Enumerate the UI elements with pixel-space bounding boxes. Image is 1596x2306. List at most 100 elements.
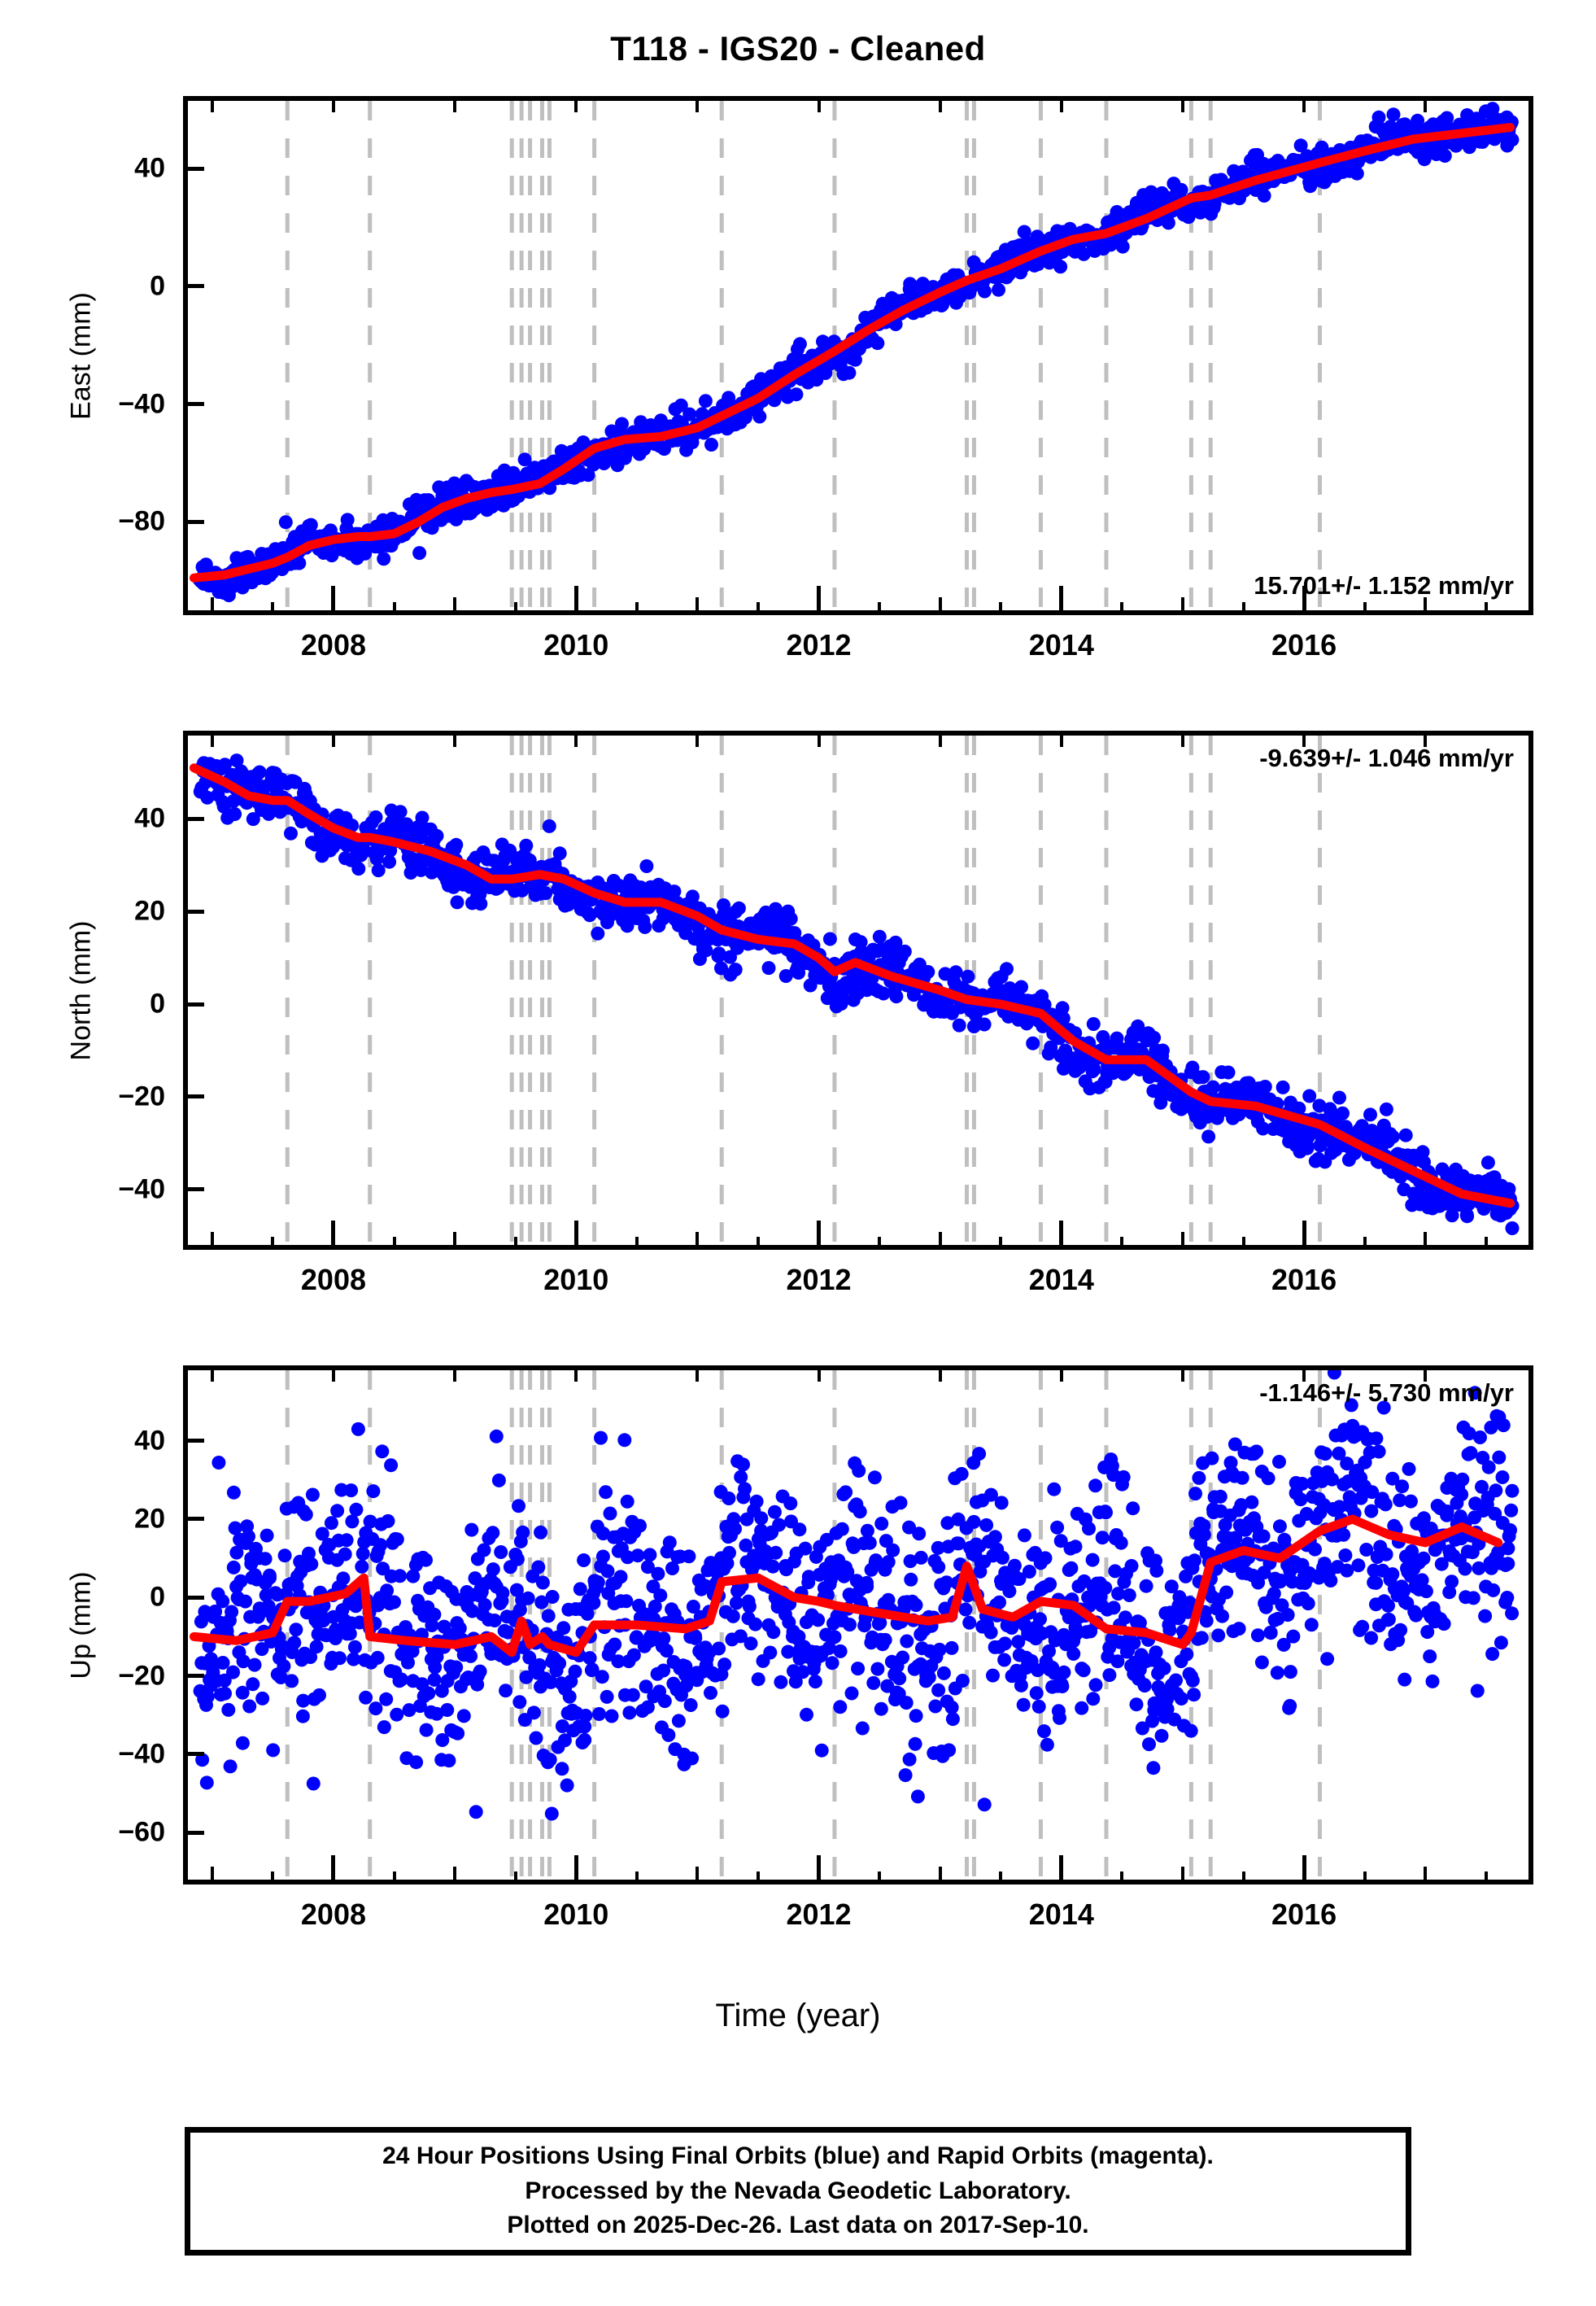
x-tick-top: [1059, 1370, 1063, 1382]
x-minor-tick: [1180, 1867, 1184, 1880]
x-major-tick: [573, 1221, 578, 1245]
x-tick-label: 2016: [1271, 628, 1337, 662]
x-tick-label: 2008: [300, 628, 366, 662]
x-minor-tick-half: [634, 1237, 639, 1245]
x-minor-tick-half: [1241, 602, 1245, 610]
x-major-tick: [573, 586, 578, 610]
x-tick-label: 2014: [1028, 1263, 1094, 1296]
x-tick-top: [453, 1370, 457, 1382]
x-tick-top: [210, 1370, 214, 1382]
footer-line-1: 24 Hour Positions Using Final Orbits (bl…: [382, 2142, 1214, 2170]
x-major-tick: [1302, 586, 1306, 610]
x-tick-top: [817, 101, 821, 112]
y-tick-mark: [188, 1439, 204, 1443]
x-minor-tick-half: [756, 1237, 760, 1245]
y-tick-mark: [188, 1830, 204, 1835]
scatter-points-up: [193, 1370, 1520, 1821]
series-canvas-up: [190, 1370, 1520, 1880]
x-minor-tick-half: [392, 1237, 396, 1245]
plot-area-north[interactable]: [188, 736, 1528, 1245]
x-tick-top: [938, 101, 942, 112]
x-tick-top: [574, 1370, 578, 1382]
x-minor-tick-half: [634, 1871, 639, 1880]
x-tick-top: [1180, 736, 1184, 747]
x-tick-top: [1302, 736, 1306, 747]
y-tick-label: −40: [118, 1738, 165, 1770]
rate-label-north: -9.639+/- 1.046 mm/yr: [1259, 744, 1514, 772]
x-minor-tick-half: [999, 602, 1003, 610]
x-minor-tick: [696, 597, 700, 610]
footer-caption-box: 24 Hour Positions Using Final Orbits (bl…: [185, 2127, 1411, 2256]
x-tick-top: [453, 101, 457, 112]
panel-up: -1.146+/- 5.730 mm/yr: [183, 1365, 1533, 1885]
x-axis-title: Time (year): [715, 1998, 881, 2033]
x-major-tick: [1059, 1855, 1064, 1880]
y-tick-label: 0: [150, 988, 165, 1020]
x-tick-top: [938, 736, 942, 747]
y-tick-mark: [188, 1187, 204, 1192]
x-minor-tick-half: [1363, 1237, 1367, 1245]
y-tick-label: −40: [118, 1173, 165, 1205]
x-minor-tick-half: [1241, 1871, 1245, 1880]
x-minor-tick-half: [392, 602, 396, 610]
x-minor-tick-half: [999, 1237, 1003, 1245]
y-tick-mark: [188, 1517, 204, 1522]
x-tick-top: [817, 1370, 821, 1382]
y-tick-label: 40: [134, 802, 165, 834]
y-tick-label: −80: [118, 505, 165, 537]
x-minor-tick-half: [513, 1871, 517, 1880]
trend-line-north: [190, 763, 1515, 1208]
x-tick-top: [331, 1370, 335, 1382]
x-tick-top: [1424, 1370, 1428, 1382]
x-minor-tick-half: [513, 602, 517, 610]
x-major-tick: [1302, 1221, 1306, 1245]
x-minor-tick-half: [1363, 602, 1367, 610]
x-minor-tick: [938, 1867, 942, 1880]
x-tick-top: [574, 101, 578, 112]
y-tick-mark: [188, 402, 204, 407]
x-tick-label: 2012: [786, 1263, 852, 1296]
plot-area-up[interactable]: [188, 1370, 1528, 1880]
y-tick-mark: [188, 1674, 204, 1679]
x-major-tick: [1059, 1221, 1064, 1245]
x-tick-top: [1059, 736, 1063, 747]
x-minor-tick-half: [392, 1871, 396, 1880]
x-tick-top: [696, 101, 700, 112]
y-tick-mark: [188, 909, 204, 914]
x-major-tick: [1059, 586, 1064, 610]
x-minor-tick-half: [1484, 1871, 1488, 1880]
y-tick-label: 0: [150, 1581, 165, 1613]
plot-area-east[interactable]: [188, 101, 1528, 610]
x-minor-tick-half: [1484, 1237, 1488, 1245]
x-tick-top: [696, 1370, 700, 1382]
y-tick-mark: [188, 1752, 204, 1757]
y-tick-mark: [188, 1002, 204, 1007]
x-tick-label: 2010: [543, 1263, 609, 1296]
x-tick-top: [1302, 1370, 1306, 1382]
x-minor-tick: [1180, 597, 1184, 610]
y-tick-label: −40: [118, 388, 165, 420]
x-tick-label: 2016: [1271, 1898, 1337, 1931]
y-tick-label: 20: [134, 1503, 165, 1535]
x-tick-top: [574, 736, 578, 747]
y-axis-label-up: Up (mm): [65, 1571, 97, 1679]
x-minor-tick-half: [1120, 602, 1124, 610]
x-minor-tick-half: [1484, 602, 1488, 610]
x-tick-label: 2010: [543, 628, 609, 662]
x-tick-top: [696, 736, 700, 747]
x-major-tick: [817, 1221, 822, 1245]
x-minor-tick-half: [878, 1871, 882, 1880]
y-tick-label: −20: [118, 1081, 165, 1112]
x-tick-label: 2010: [543, 1898, 609, 1931]
x-tick-top: [210, 101, 214, 112]
y-tick-label: 40: [134, 152, 165, 184]
x-minor-tick-half: [271, 602, 275, 610]
x-major-tick: [1302, 1855, 1306, 1880]
x-major-tick: [331, 1221, 336, 1245]
x-minor-tick-half: [1120, 1237, 1124, 1245]
rate-label-east: 15.701+/- 1.152 mm/yr: [1254, 571, 1514, 600]
x-major-tick: [817, 586, 822, 610]
y-tick-label: −20: [118, 1660, 165, 1692]
y-tick-label: −60: [118, 1816, 165, 1848]
x-tick-top: [1180, 101, 1184, 112]
